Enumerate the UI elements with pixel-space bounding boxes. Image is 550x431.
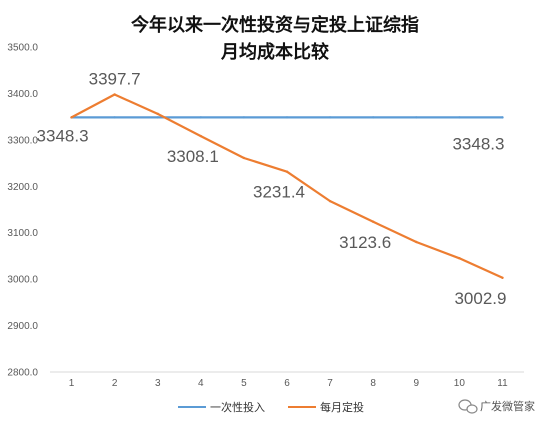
data-point: [458, 257, 461, 260]
y-tick-label: 2900.0: [7, 321, 38, 332]
watermark: 广发微管家: [458, 399, 535, 414]
x-tick-label: 4: [198, 378, 204, 389]
data-label: 3348.3: [452, 134, 504, 153]
data-point: [501, 116, 504, 119]
x-tick-label: 1: [69, 378, 75, 389]
data-point: [199, 116, 203, 119]
data-point: [156, 116, 159, 119]
y-tick-label: 3500.0: [7, 43, 38, 54]
x-tick-label: 11: [497, 378, 508, 389]
data-point: [242, 116, 246, 119]
data-labels: 3397.7 3348.3 3308.1 3231.4 3123.6 3348.3 3002…: [37, 69, 507, 307]
data-point: [328, 199, 332, 203]
data-point: [415, 116, 418, 119]
wechat-icon: [458, 399, 478, 414]
y-tick-label: 2800.0: [7, 368, 38, 379]
chart-subtitle: 月均成本比较: [220, 41, 329, 63]
legend-label-monthly: 每月定投: [320, 400, 364, 414]
y-tick-label: 3100.0: [7, 228, 38, 239]
legend: 一次性投入 每月定投: [178, 400, 364, 414]
y-tick-label: 3000.0: [7, 275, 38, 286]
data-point: [156, 112, 159, 116]
data-point: [199, 134, 203, 138]
data-point: [371, 220, 375, 223]
data-point: [371, 116, 375, 119]
x-tick-label: 6: [284, 378, 290, 389]
data-point: [70, 116, 73, 119]
data-point: [415, 240, 418, 244]
data-label: 3002.9: [454, 289, 506, 308]
data-point: [113, 116, 116, 119]
data-label: 3123.6: [339, 233, 391, 252]
y-tick-label: 3200.0: [7, 182, 38, 193]
x-tick-label: 5: [241, 378, 247, 389]
data-label: 3397.7: [89, 69, 141, 88]
y-tick-label: 3400.0: [7, 89, 38, 100]
x-tick-label: 2: [112, 378, 118, 389]
x-tick-label: 3: [155, 378, 161, 389]
data-label: 3348.3: [37, 126, 89, 145]
legend-label-lump-sum: 一次性投入: [210, 400, 265, 414]
data-point: [113, 93, 116, 96]
y-axis: 2800.0 2900.0 3000.0 3100.0 3200.0 3300.0 3400…: [7, 43, 38, 379]
data-point: [242, 156, 246, 160]
chart-title: 今年以来一次性投资与定投上证综指: [131, 14, 419, 36]
data-point: [285, 116, 289, 119]
watermark-text: 广发微管家: [480, 399, 535, 413]
data-label: 3308.1: [167, 147, 219, 166]
x-tick-label: 10: [454, 378, 466, 389]
data-point: [501, 276, 504, 279]
data-point: [458, 116, 461, 119]
x-tick-label: 9: [413, 378, 419, 389]
y-tick-label: 3300.0: [7, 135, 38, 146]
x-axis: 1 2 3 4 5 6 7 8 9 10 11: [69, 378, 508, 389]
x-tick-label: 7: [327, 378, 333, 389]
data-point: [328, 116, 332, 119]
data-point: [285, 170, 289, 173]
x-tick-label: 8: [370, 378, 376, 389]
series-lines: [70, 93, 504, 279]
data-label: 3231.4: [253, 183, 305, 202]
